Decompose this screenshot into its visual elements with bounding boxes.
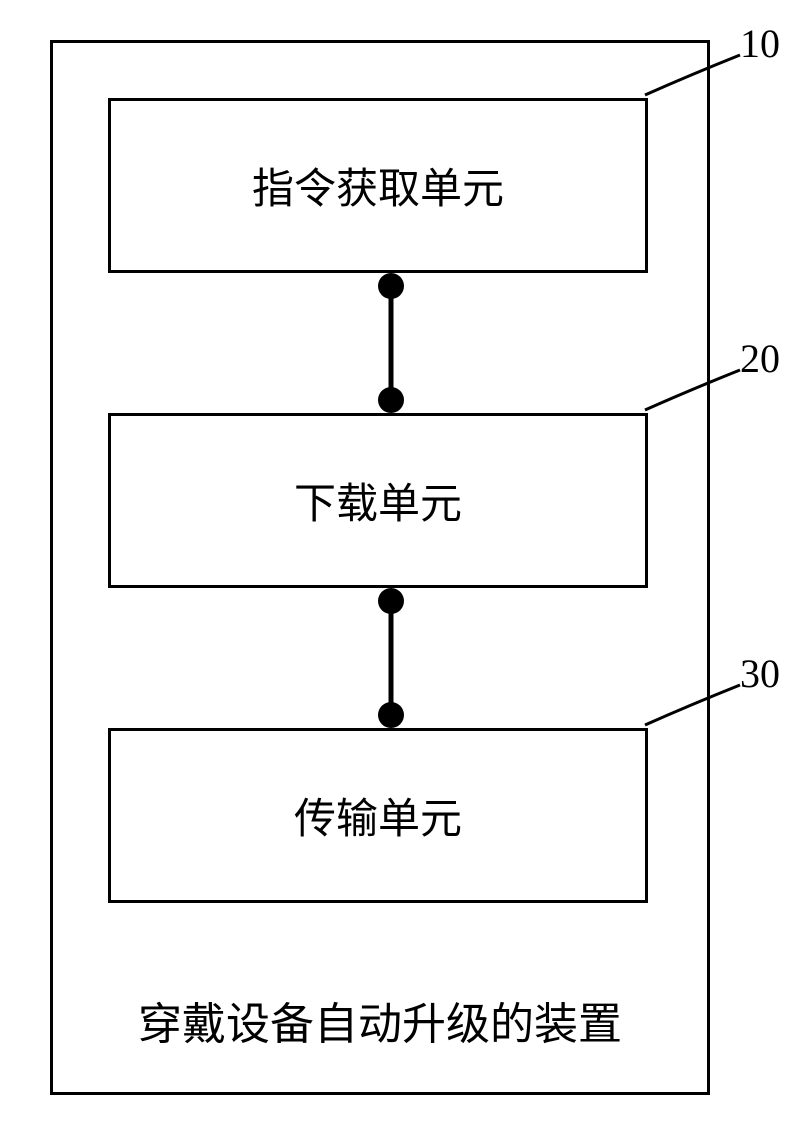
- connector-1-2: [376, 273, 406, 413]
- diagram-caption: 穿戴设备自动升级的装置: [53, 988, 707, 1052]
- caption-text: 穿戴设备自动升级的装置: [138, 1000, 622, 1049]
- outer-container: 指令获取单元 下载单元 传输单元 穿戴设备自动升级的装置: [50, 40, 710, 1095]
- instruction-acquisition-unit: 指令获取单元: [108, 98, 648, 273]
- connector-2-3: [376, 588, 406, 728]
- label-10: 10: [740, 20, 780, 67]
- box-3-label: 传输单元: [294, 785, 462, 846]
- box-1-label: 指令获取单元: [252, 155, 504, 216]
- label-30: 30: [740, 650, 780, 697]
- box-2-label: 下载单元: [294, 470, 462, 531]
- download-unit: 下载单元: [108, 413, 648, 588]
- transmission-unit: 传输单元: [108, 728, 648, 903]
- label-20: 20: [740, 335, 780, 382]
